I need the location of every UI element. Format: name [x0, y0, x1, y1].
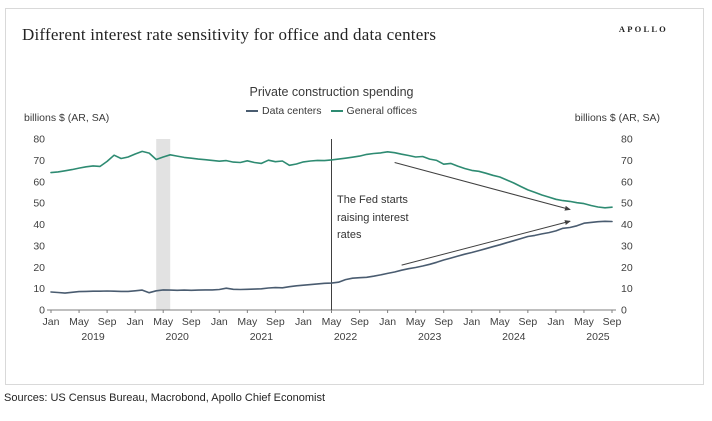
x-tick-label: Sep: [182, 316, 201, 328]
series-line-general-offices: [50, 150, 613, 209]
x-tick-label: Sep: [603, 316, 622, 328]
chart-legend: Data centers General offices: [51, 105, 612, 117]
annotation-arrow-2: [401, 220, 571, 266]
x-tick-label: Sep: [266, 316, 285, 328]
recession-band: [156, 139, 171, 310]
x-tick-label: May: [322, 316, 343, 328]
x-tick-label: Sep: [434, 316, 453, 328]
annotation-arrow-1: [394, 162, 571, 211]
y-tick-label-left: 60: [33, 176, 45, 188]
general-offices-line-swatch: [330, 110, 343, 112]
y-tick-label-right: 0: [621, 305, 627, 317]
legend-label-data-centers: Data centers: [262, 105, 322, 117]
x-tick-label: Jan: [463, 316, 480, 328]
y-tick-label-left: 50: [33, 198, 45, 210]
chart-card-border: [5, 8, 704, 385]
x-year-label: 2025: [586, 331, 610, 343]
x-tick-label: May: [574, 316, 595, 328]
legend-item-general-offices: General offices: [330, 105, 417, 117]
y-tick-label-left: 70: [33, 155, 45, 167]
y-tick-label-right: 20: [621, 262, 633, 274]
y-tick-label-right: 60: [621, 176, 633, 188]
y-tick-label-right: 80: [621, 134, 633, 146]
x-year-label: 2021: [250, 331, 274, 343]
y-tick-label-left: 80: [33, 134, 45, 146]
legend-item-data-centers: Data centers: [246, 105, 322, 117]
x-year-label: 2023: [418, 331, 442, 343]
y-tick-label-right: 30: [621, 240, 633, 252]
chart-title: Private construction spending: [249, 85, 414, 99]
y-tick-label-left: 40: [33, 219, 45, 231]
x-tick-label: Sep: [98, 316, 117, 328]
y-tick-label-right: 10: [621, 283, 633, 295]
x-tick-label: Sep: [350, 316, 369, 328]
y-tick-label-left: 20: [33, 262, 45, 274]
y-tick-label-left: 30: [33, 240, 45, 252]
x-tick-label: May: [153, 316, 174, 328]
y-axis-unit-left: billions $ (AR, SA): [24, 112, 110, 124]
fed-rate-annotation-line1: The Fed starts: [337, 194, 408, 206]
y-tick-label-left: 10: [33, 283, 45, 295]
apollo-logo: APOLLO: [618, 24, 668, 34]
x-tick-label: Jan: [547, 316, 564, 328]
x-year-label: 2020: [166, 331, 190, 343]
fed-rate-annotation-line3: rates: [337, 229, 362, 241]
x-tick-label: Jan: [379, 316, 396, 328]
y-tick-label-right: 70: [621, 155, 633, 167]
x-year-label: 2022: [334, 331, 358, 343]
y-axis-unit-right: billions $ (AR, SA): [574, 112, 660, 124]
x-tick-label: Jan: [43, 316, 60, 328]
x-year-label: 2019: [81, 331, 105, 343]
sources-note: Sources: US Census Bureau, Macrobond, Ap…: [4, 392, 325, 404]
series-line-data-centers: [50, 220, 613, 294]
x-tick-label: May: [406, 316, 427, 328]
x-tick-label: Jan: [127, 316, 144, 328]
y-tick-label-left: 0: [39, 305, 45, 317]
fed-rate-annotation: The Fed starts raising interest rates: [337, 192, 409, 245]
y-tick-label-right: 40: [621, 219, 633, 231]
legend-label-general-offices: General offices: [346, 105, 417, 117]
x-tick-label: May: [69, 316, 90, 328]
x-tick-label: Sep: [519, 316, 538, 328]
x-tick-label: May: [490, 316, 511, 328]
x-tick-label: May: [237, 316, 258, 328]
x-year-label: 2024: [502, 331, 526, 343]
x-tick-label: Jan: [295, 316, 312, 328]
data-centers-line-swatch: [246, 110, 259, 112]
fed-rate-annotation-line2: raising interest: [337, 211, 409, 224]
page-title: Different interest rate sensitivity for …: [22, 25, 437, 44]
y-tick-label-right: 50: [621, 198, 633, 210]
x-tick-label: Jan: [211, 316, 228, 328]
